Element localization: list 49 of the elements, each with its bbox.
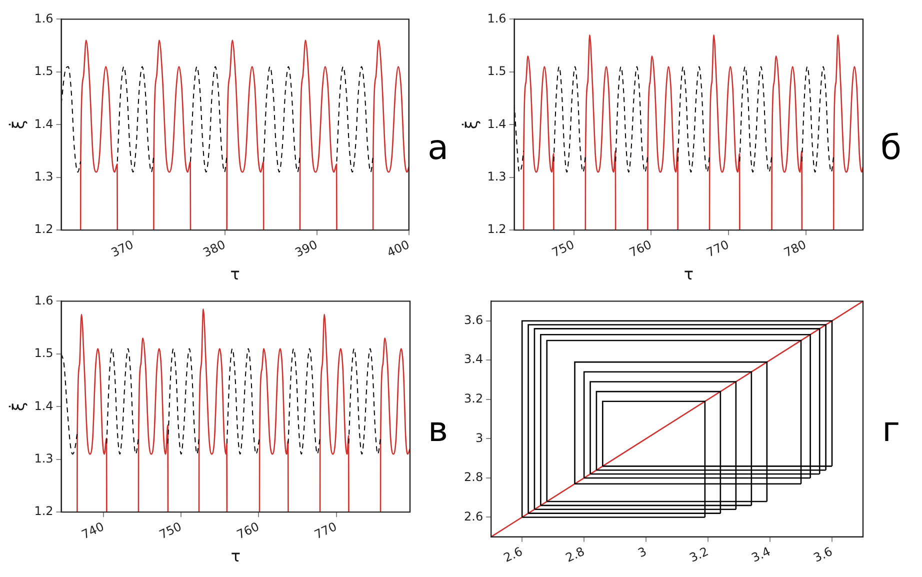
y-tick-label: 2.8 [464,470,484,484]
y-tick-label: 1.2 [34,504,54,518]
x-tick-label: 750 [157,519,184,542]
text: в [426,410,450,450]
y-tick-label: 2.6 [464,509,484,524]
x-tick-label: 400 [384,237,412,260]
x-tick-label: 390 [292,237,320,260]
y-tick-label: 1.4 [34,398,54,413]
y-tick-label: 1.5 [34,346,54,360]
y-tick-label: 1.6 [34,293,54,308]
y-tick-label: 1.3 [34,451,54,466]
y-tick-label: 1.3 [34,169,54,184]
x-tick-label: 380 [200,237,228,260]
text: г [881,410,901,450]
y-tick-label: 1.6 [487,11,506,26]
text: а [426,128,450,168]
y-tick-label: 3.2 [464,392,484,406]
x-tick-label: 370 [108,237,136,260]
x-axis-title: τ [230,264,240,284]
y-tick-label: 1.5 [34,64,54,78]
x-tick-label: 3 [636,544,649,560]
y-tick-label: 1.5 [487,64,506,78]
y-tick-label: 3 [475,430,484,445]
y-tick-label: 3.6 [464,312,484,327]
y-axis-title: ξ̇ [8,402,28,412]
y-tick-label: 1.4 [487,116,506,131]
x-tick-label: 760 [234,519,262,542]
y-tick-label: 1.2 [34,222,54,236]
x-tick-label: 3.6 [811,544,835,566]
y-axis-title: ξ̇ [8,120,28,130]
x-tick-label: 760 [627,237,654,260]
x-tick-label: 2.6 [501,544,525,566]
text: б [880,128,902,168]
x-tick-label: 770 [312,519,339,542]
y-tick-label: 1.4 [34,116,54,131]
x-tick-label: 2.8 [563,544,587,566]
x-tick-label: 3.4 [749,544,773,566]
x-tick-label: 750 [550,237,576,260]
x-tick-label: 780 [782,237,808,260]
y-tick-label: 1.2 [487,222,506,236]
x-tick-label: 740 [79,519,106,542]
x-axis-title: τ [230,546,240,566]
x-axis-title: τ [684,264,694,284]
y-tick-label: 3.4 [464,352,484,366]
x-tick-label: 3.2 [687,544,711,566]
y-tick-label: 1.6 [34,11,54,26]
x-tick-label: 770 [704,237,732,260]
y-tick-label: 1.3 [487,169,506,184]
y-axis-title: ξ̇ [460,120,481,130]
